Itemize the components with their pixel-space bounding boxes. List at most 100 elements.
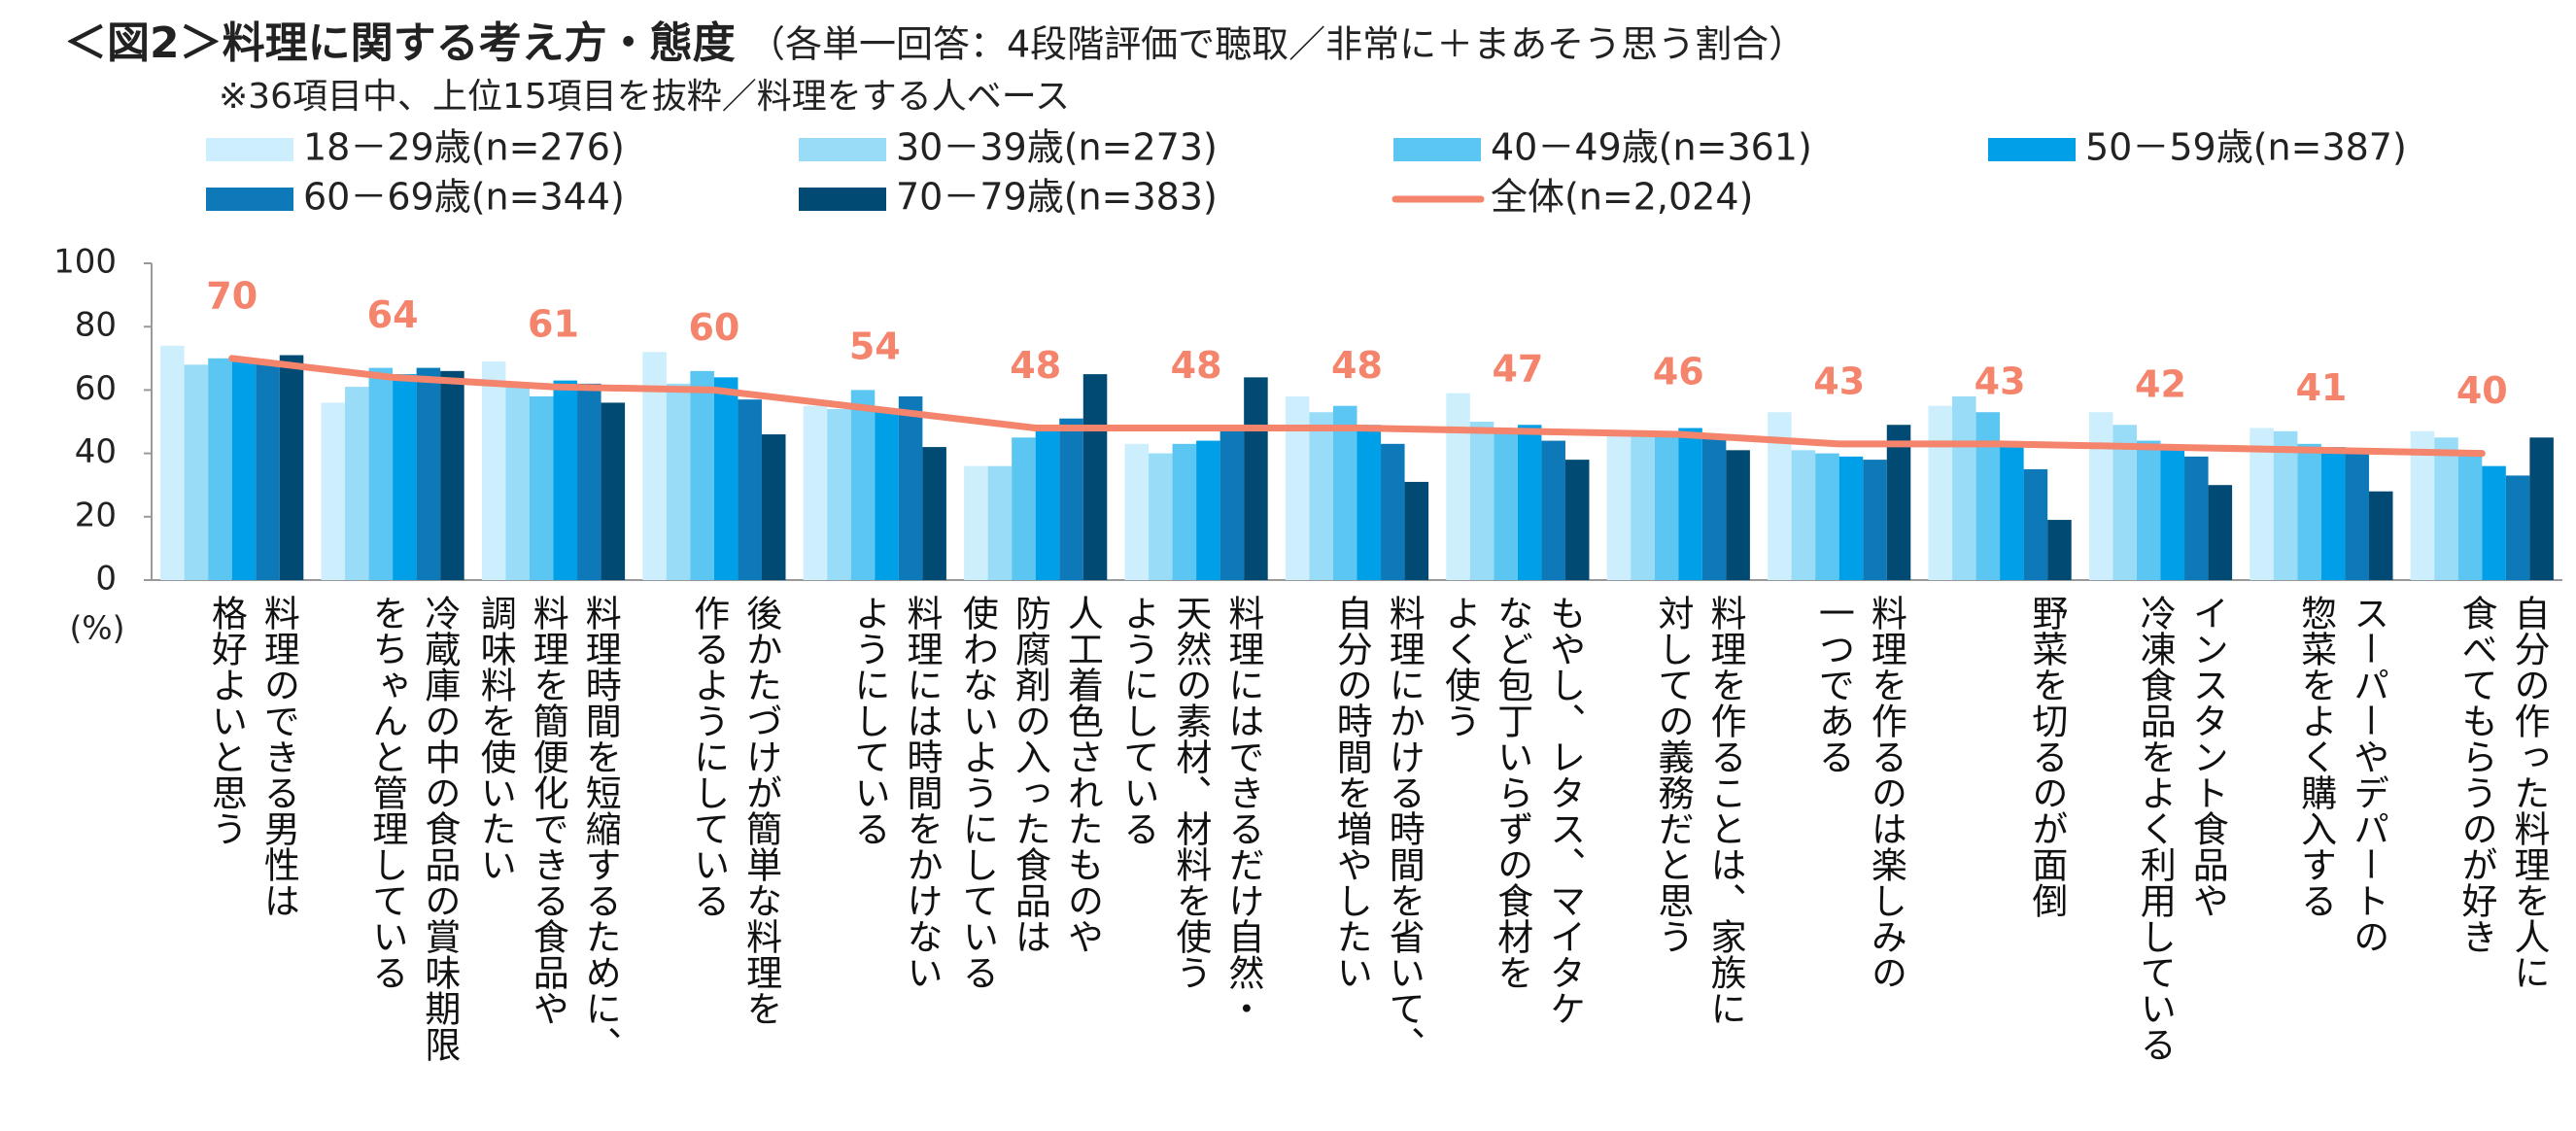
bar	[738, 399, 762, 580]
x-tick-label: 料理時間を短縮するために、 料理を簡便化できる食品や 調味料を使いたい	[474, 595, 622, 1062]
bar	[2273, 430, 2298, 580]
bar	[2088, 412, 2113, 580]
bar	[2297, 443, 2321, 580]
legend-label: 50－59歳(n=387)	[2085, 126, 2407, 169]
bar	[279, 355, 304, 580]
bar	[1035, 430, 1060, 580]
x-tick-label: 人工着色されたものや 防腐剤の入った食品は 使わないようにしている	[956, 595, 1104, 990]
data-label: 70	[206, 274, 258, 317]
x-tick-label: 料理を作るのは楽しみの 一つである	[1812, 595, 1907, 990]
legend-label: 70－79歳(n=383)	[896, 176, 1218, 219]
bar	[393, 374, 417, 580]
legend-swatch	[206, 188, 293, 211]
bar	[577, 383, 601, 580]
bar	[601, 402, 626, 580]
data-label: 54	[849, 325, 901, 367]
bar	[321, 402, 346, 580]
bar	[1678, 428, 1702, 580]
bar	[2160, 450, 2185, 580]
x-tick-label: 料理を作ることは、家族に 対しての義務だと思う	[1652, 595, 1746, 1026]
bar	[875, 408, 899, 580]
legend-swatch	[1988, 138, 2076, 161]
bar	[1815, 453, 1839, 580]
bar	[1149, 453, 1173, 580]
bar	[256, 361, 280, 580]
data-label: 47	[1492, 347, 1543, 390]
bar	[2047, 520, 2072, 580]
y-tick-label: 80	[75, 306, 117, 345]
bar	[1952, 395, 1976, 580]
bar	[1124, 443, 1150, 580]
y-tick-label: 100	[53, 243, 117, 282]
data-label: 40	[2456, 369, 2508, 412]
legend-label: 30－39歳(n=273)	[896, 126, 1218, 169]
bar	[1404, 481, 1429, 580]
legend-swatch	[799, 188, 886, 211]
bar	[2368, 491, 2393, 580]
bar	[505, 383, 530, 580]
bar	[1469, 422, 1494, 580]
bar	[345, 387, 369, 580]
bar	[1285, 395, 1310, 580]
bar	[416, 367, 441, 580]
y-tick-label: 40	[75, 432, 117, 471]
bar	[1564, 460, 1590, 580]
x-tick-label: 冷蔵庫の中の食品の賞味期限 をちゃんと管理している	[365, 595, 461, 1062]
data-label: 42	[2135, 363, 2186, 406]
y-tick-label: 60	[75, 369, 117, 408]
data-label: 43	[1813, 360, 1865, 402]
legend-swatch	[206, 138, 293, 161]
bar	[1541, 440, 1565, 580]
bar	[2184, 456, 2209, 580]
x-tick-label: インスタント食品や 冷凍食品をよく利用している	[2134, 595, 2229, 1062]
x-tick-label: 料理のできる男性は 格好よいと思う	[205, 595, 300, 918]
bar	[1244, 377, 1268, 580]
bar	[2320, 447, 2346, 580]
legend-swatch	[799, 138, 886, 161]
bar	[1381, 443, 1405, 580]
bar	[2208, 485, 2233, 580]
x-tick-label: 後かたづけが簡単な料理を 作るようにしている	[687, 595, 782, 1026]
title-note: （各単一回答：4段階評価で聴取／非常に＋まあそう思う割合）	[748, 23, 1805, 66]
bar	[761, 434, 786, 580]
bar	[1654, 430, 1679, 580]
bar	[1863, 460, 1887, 580]
data-label: 48	[1171, 344, 1222, 387]
bar	[368, 367, 394, 580]
bar	[1838, 456, 1864, 580]
bar	[1309, 412, 1333, 580]
bar	[1494, 428, 1518, 580]
bar	[481, 361, 506, 580]
data-label: 48	[1010, 344, 1061, 387]
bar	[1059, 418, 1083, 580]
line	[228, 355, 2486, 458]
x-tick-label: 料理にかける時間を省いて、 自分の時間を増やしたい	[1330, 595, 1425, 1062]
bar	[1928, 405, 1953, 580]
bar	[1975, 412, 2001, 580]
bar	[2410, 430, 2435, 580]
bar	[1631, 434, 1655, 580]
y-unit: (%)	[69, 609, 124, 647]
data-label: 48	[1331, 344, 1383, 387]
bar	[690, 370, 714, 580]
data-label: 43	[1975, 360, 2026, 402]
bar	[1701, 437, 1727, 580]
legend-label: 40－49歳(n=361)	[1491, 126, 1812, 169]
bar	[2345, 453, 2369, 580]
data-label: 60	[688, 306, 739, 349]
x-tick-label: 料理にはできるだけ自然・ 天然の素材、材料を使う ようにしている	[1116, 595, 1264, 1026]
bar	[440, 370, 464, 580]
x-tick-label: 自分の作った料理を人に 食べてもらうのが好き	[2456, 595, 2550, 990]
bar	[2023, 468, 2048, 580]
bar	[2434, 437, 2458, 580]
bar	[922, 447, 946, 580]
data-label: 46	[1653, 351, 1704, 394]
data-label: 61	[528, 303, 579, 346]
bar	[2250, 428, 2274, 580]
bar	[666, 383, 691, 580]
legend-label: 60－69歳(n=344)	[303, 176, 625, 219]
legend-label: 18－29歳(n=276)	[303, 126, 625, 169]
bar	[2112, 425, 2137, 580]
y-tick-label: 0	[95, 560, 117, 599]
